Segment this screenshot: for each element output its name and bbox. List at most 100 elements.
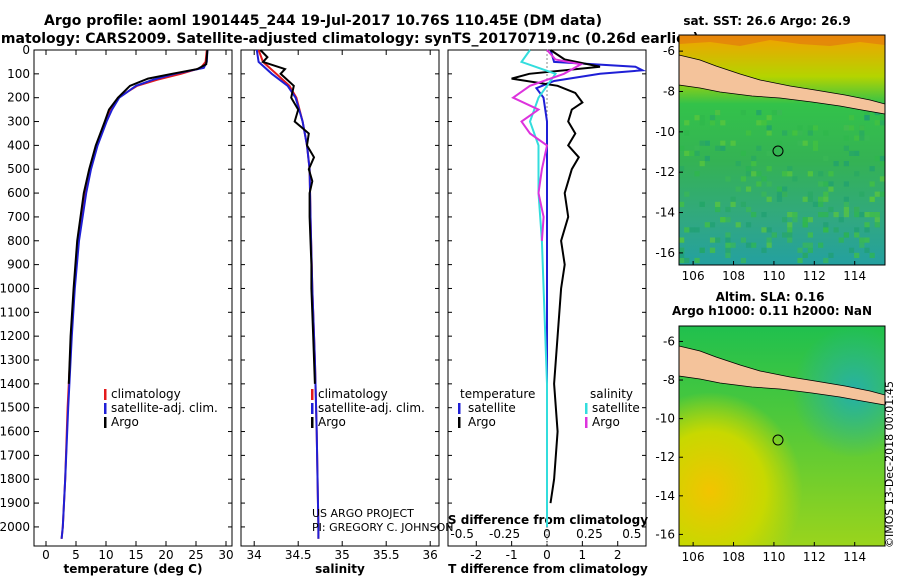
- legend-swatch: [104, 417, 107, 428]
- sst-cell: [751, 212, 757, 218]
- credit-line-1: US ARGO PROJECT: [312, 507, 414, 520]
- sst-cell: [797, 257, 803, 264]
- sst-cell: [699, 201, 705, 207]
- sst-cell: [854, 232, 860, 238]
- sst-cell: [869, 166, 875, 172]
- sla-map-axes: 106 108 110 112 114 -6 -8 -10 -12 -14 -16: [655, 325, 886, 564]
- sst-cell: [792, 212, 798, 218]
- sst-cell: [848, 150, 855, 156]
- sst-cell: [818, 201, 824, 207]
- sst-cell: [740, 110, 746, 116]
- plot-frame: [240, 49, 440, 547]
- y-tick-label: 1200: [0, 329, 30, 343]
- map-x-tick-label: 108: [722, 269, 745, 283]
- sst-cell: [684, 227, 690, 233]
- sst-cell: [874, 212, 880, 218]
- sst-cell: [725, 237, 731, 243]
- sst-cell: [751, 242, 757, 248]
- map-y-tick-label: -6: [663, 44, 675, 58]
- sst-cell: [802, 252, 808, 258]
- sst-cell: [745, 222, 752, 228]
- sst-cell: [694, 257, 700, 264]
- sst-cell: [879, 115, 886, 121]
- sst-cell: [761, 227, 767, 233]
- sst-cell: [699, 140, 705, 146]
- legend-swatch: [458, 403, 461, 414]
- sst-cell: [802, 217, 808, 223]
- sst-cell: [709, 120, 716, 126]
- sst-cell: [797, 125, 803, 131]
- sst-cell: [823, 222, 829, 228]
- sst-cell: [797, 247, 803, 253]
- sst-cell: [684, 257, 690, 264]
- argo-position-marker-sst: [772, 145, 784, 157]
- sst-cell: [843, 212, 849, 218]
- sst-cell: [874, 222, 880, 228]
- sst-cell: [720, 217, 726, 223]
- sst-cell: [679, 257, 685, 264]
- sst-cell: [787, 212, 793, 218]
- sst-cell: [709, 247, 716, 253]
- sst-cell: [771, 110, 777, 116]
- map-y-tick-label: -16: [655, 527, 675, 541]
- legend-label: climatology: [318, 387, 388, 401]
- sst-cell: [869, 212, 875, 218]
- y-tick-label: 500: [7, 162, 30, 176]
- sst-cell: [761, 212, 767, 218]
- x-tick-label: 2: [614, 548, 622, 562]
- sst-cell: [756, 110, 762, 116]
- sst-cell: [859, 130, 865, 136]
- map-x-tick-label: 114: [843, 550, 866, 564]
- legend-label: climatology: [111, 387, 181, 401]
- sst-cell: [823, 196, 829, 202]
- sst-cell: [864, 227, 870, 233]
- sst-cell: [812, 125, 819, 131]
- y-tick-label: 1000: [0, 281, 30, 295]
- sst-cell: [859, 125, 865, 131]
- sst-cell: [843, 135, 849, 141]
- sst-cell: [699, 247, 705, 253]
- sst-cell: [771, 232, 777, 238]
- sst-cell: [823, 212, 829, 218]
- map-y-tick-label: -6: [663, 334, 675, 348]
- sst-cell: [751, 155, 757, 162]
- map-frame: [678, 325, 886, 547]
- sst-cell: [807, 217, 813, 223]
- sst-cell: [725, 252, 731, 258]
- sst-cell: [776, 110, 783, 116]
- sst-cell: [761, 176, 767, 182]
- sst-cell: [715, 237, 721, 243]
- sst-cell: [679, 252, 685, 258]
- sst-cell: [720, 140, 726, 146]
- sst-cell: [756, 171, 762, 177]
- sst-cell: [874, 155, 880, 162]
- sst-cell: [843, 181, 849, 187]
- sst-cell: [735, 161, 741, 167]
- sst-cell: [745, 130, 752, 136]
- x-tick-label: 0: [543, 548, 551, 562]
- sst-cell: [699, 115, 705, 121]
- series-line: [534, 49, 647, 527]
- y-tick-label: 1600: [0, 425, 30, 439]
- sst-cell: [751, 171, 757, 177]
- x-axis-label-salinity: S difference from climatology: [448, 513, 648, 527]
- sst-cell: [787, 227, 793, 233]
- sst-cell: [730, 140, 736, 146]
- sst-cell: [807, 130, 813, 136]
- legend-label: satellite: [468, 401, 516, 415]
- sst-cell: [694, 115, 700, 121]
- sst-cell: [699, 120, 705, 126]
- sst-cell: [807, 191, 813, 197]
- sst-cell: [684, 130, 690, 136]
- legend-swatch: [104, 403, 107, 414]
- sst-cell: [818, 181, 824, 187]
- sst-cell: [812, 201, 819, 207]
- map-y-tick-label: -16: [655, 246, 675, 260]
- sst-cell: [730, 201, 736, 207]
- credit-line-2: PI: GREGORY C. JOHNSON: [312, 521, 453, 534]
- sst-cell: [833, 161, 839, 167]
- y-tick-label: 300: [7, 115, 30, 129]
- x-tick-label: 36: [423, 548, 438, 562]
- sst-cell: [797, 140, 803, 146]
